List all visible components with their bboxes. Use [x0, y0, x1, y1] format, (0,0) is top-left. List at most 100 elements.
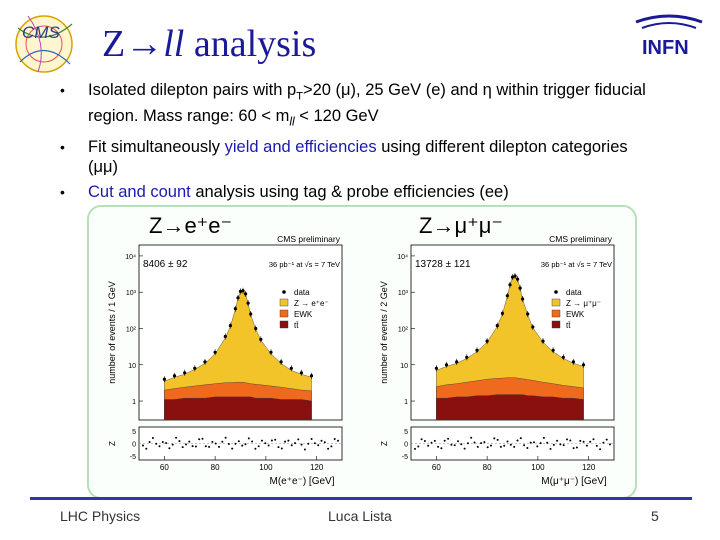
residual-tick-label: -5 — [402, 454, 408, 461]
residual-point — [254, 447, 257, 450]
residual-point — [480, 442, 483, 445]
residual-point — [533, 441, 535, 444]
infn-logo-text: INFN — [642, 37, 689, 59]
residual-point — [569, 439, 572, 442]
ttbar-area — [436, 394, 584, 421]
legend-label: data — [566, 288, 582, 297]
residual-point — [476, 445, 479, 448]
bullet-item: Cut and count analysis using tag & probe… — [60, 182, 660, 202]
lumi-label: 36 pb⁻¹ at √s = 7 TeV — [269, 260, 340, 269]
residual-point — [609, 443, 611, 446]
residual-point — [602, 441, 605, 444]
residual-point — [493, 437, 496, 440]
cms-logo-text: CMS — [22, 23, 60, 42]
yield-label: 8406 ± 92 — [143, 259, 188, 270]
legend-swatch — [279, 298, 289, 307]
residual-point — [453, 444, 456, 447]
residual-point — [585, 444, 588, 447]
residual-point — [575, 446, 578, 449]
residual-point — [181, 446, 184, 449]
residual-point — [589, 440, 592, 443]
legend-swatch — [551, 320, 561, 329]
residual-point — [546, 441, 549, 444]
y-tick-label: 10² — [126, 326, 137, 333]
residual-point — [466, 442, 469, 445]
residual-point — [241, 444, 244, 447]
y-tick-label: 10⁴ — [397, 254, 408, 261]
residual-point — [267, 444, 270, 447]
residual-point — [417, 445, 420, 448]
footer-divider — [30, 497, 692, 500]
bullet-item: Fit simultaneously yield and efficiencie… — [60, 137, 660, 177]
residual-point — [270, 439, 273, 442]
residual-point — [523, 444, 526, 447]
bullet-1-part3: < 120 GeV — [294, 107, 379, 126]
residual-point — [333, 438, 336, 440]
residual-point — [552, 443, 555, 446]
residual-point — [148, 441, 151, 443]
legend-swatch — [279, 320, 289, 329]
residual-point — [151, 437, 154, 439]
residual-point — [420, 438, 423, 441]
residual-point — [161, 441, 164, 443]
legend-label: data — [294, 288, 310, 297]
residual-point — [284, 440, 287, 443]
residual-axis-label: Z — [380, 441, 389, 446]
residual-point — [142, 444, 144, 447]
x-tick-label: 80 — [211, 463, 220, 472]
residual-point — [290, 444, 293, 447]
residual-tick-label: 5 — [404, 429, 408, 436]
bullet-2-part2: using different dilepton categories (μμ) — [88, 137, 628, 176]
y-tick-label: 10³ — [126, 290, 137, 297]
residual-point — [244, 443, 247, 446]
residual-point — [175, 436, 178, 439]
residual-point — [542, 436, 545, 439]
residual-point — [221, 440, 224, 443]
legend-label: EWK — [294, 310, 313, 319]
x-tick-label: 120 — [582, 463, 596, 472]
residual-point — [579, 439, 582, 442]
residual-point — [423, 440, 426, 442]
residual-point — [307, 442, 310, 445]
residual-point — [277, 446, 280, 449]
legend-label: tt̄ — [294, 321, 299, 330]
page-number: 5 — [651, 508, 659, 524]
residual-point — [582, 440, 585, 443]
residual-point — [503, 444, 506, 447]
residual-point — [337, 439, 339, 442]
legend-swatch — [551, 298, 561, 307]
bullet-2-part1: Fit simultaneously — [88, 137, 225, 156]
residual-point — [218, 445, 220, 448]
residual-point — [300, 443, 303, 446]
residual-point — [486, 446, 489, 449]
residual-point — [457, 440, 459, 443]
residual-point — [496, 438, 499, 441]
residual-point — [443, 439, 446, 442]
y-tick-label: 1 — [132, 399, 136, 406]
residual-point — [559, 443, 562, 446]
residual-point — [427, 444, 430, 447]
slide-title: Z→ll analysis — [102, 22, 316, 66]
legend-swatch — [279, 309, 289, 318]
residual-point — [526, 447, 529, 449]
legend-marker — [554, 290, 558, 294]
residual-point — [303, 448, 306, 451]
residual-point — [211, 440, 214, 443]
residual-point — [287, 439, 290, 442]
footer-center: Luca Lista — [328, 508, 392, 524]
residual-point — [473, 441, 476, 444]
residual-point — [194, 445, 197, 448]
residual-point — [251, 440, 254, 443]
residual-point — [297, 438, 300, 441]
residual-point — [274, 438, 277, 441]
residual-point — [227, 443, 230, 445]
y-tick-label: 1 — [404, 399, 408, 406]
legend-marker — [282, 290, 286, 294]
residual-point — [470, 436, 473, 439]
residual-point — [234, 442, 237, 445]
title-prefix: Z→ — [102, 23, 164, 65]
residual-point — [178, 440, 181, 443]
residual-point — [519, 437, 522, 440]
bullet-list: Isolated dilepton pairs with pT>20 (μ), … — [60, 80, 660, 207]
